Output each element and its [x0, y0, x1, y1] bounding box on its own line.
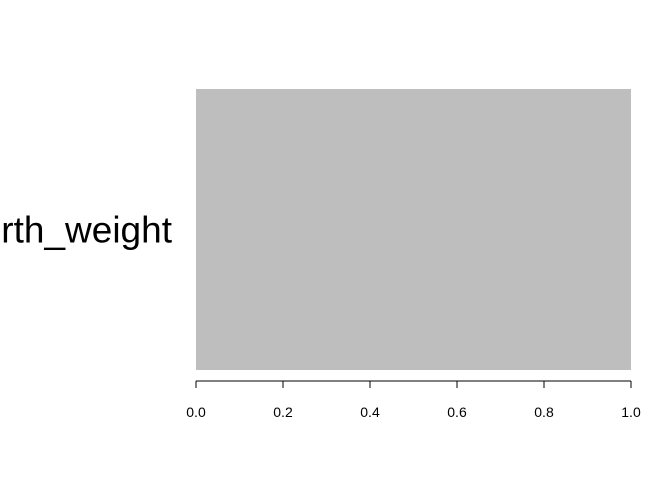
x-tick-label: 0.6 [447, 404, 467, 420]
category-label: birth_weight [0, 210, 173, 251]
x-tick-label: 0.8 [534, 404, 554, 420]
bar-birth-weight [196, 89, 631, 370]
x-tick-label: 0.2 [273, 404, 293, 420]
bars-group [196, 89, 631, 370]
category-labels: birth_weight [0, 210, 173, 251]
x-tick-label: 0.4 [360, 404, 380, 420]
x-axis: 0.0 0.2 0.4 0.6 0.8 1.0 [186, 380, 641, 420]
x-tick-label: 0.0 [186, 404, 206, 420]
x-tick-label: 1.0 [621, 404, 641, 420]
